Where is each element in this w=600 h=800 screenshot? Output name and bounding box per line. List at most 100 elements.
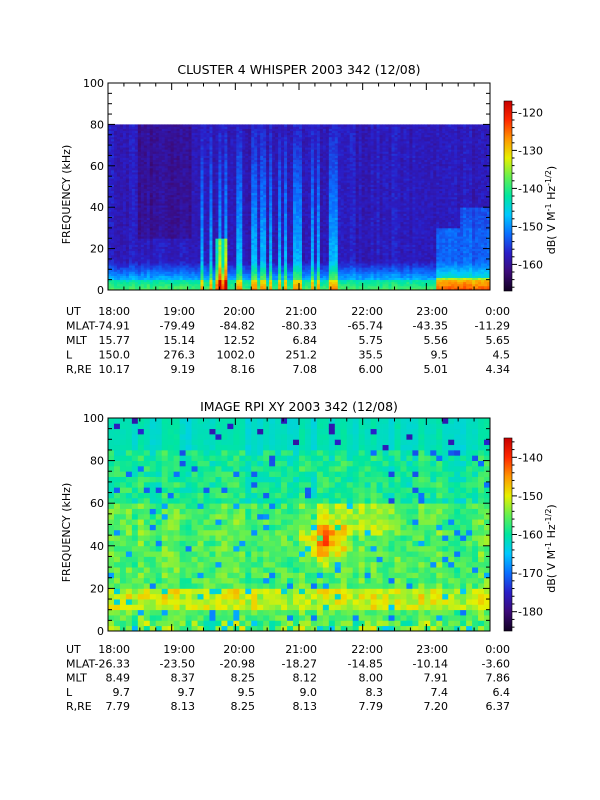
spectrogram-cell bbox=[203, 172, 207, 175]
spectrogram-cell bbox=[134, 147, 139, 150]
spectrogram-cell bbox=[281, 143, 285, 146]
spectrogram-cell bbox=[200, 217, 204, 221]
spectrogram-cell bbox=[200, 234, 204, 237]
spectrogram-cell bbox=[161, 209, 166, 212]
spectrogram-cell bbox=[209, 250, 213, 254]
spectrogram-cell bbox=[269, 172, 273, 175]
spectrogram-cell bbox=[191, 285, 195, 289]
spectrogram-cell bbox=[227, 203, 231, 206]
spectrogram-cell bbox=[113, 157, 118, 160]
spectrogram-cell bbox=[275, 157, 279, 160]
spectrogram-cell bbox=[197, 273, 201, 276]
spectrogram-cell bbox=[206, 132, 210, 136]
spectrogram-cell bbox=[200, 215, 204, 218]
spectrogram-cell bbox=[122, 244, 127, 247]
spectrogram-cell bbox=[278, 229, 282, 233]
spectrogram-cell bbox=[215, 188, 219, 192]
spectrogram-cell bbox=[215, 263, 219, 266]
spectrogram-cell bbox=[173, 126, 178, 129]
spectrogram-cell bbox=[119, 138, 124, 142]
spectrogram-cell bbox=[194, 130, 198, 134]
spectrogram-cell bbox=[251, 207, 255, 210]
spectrogram-cell bbox=[116, 234, 121, 237]
spectrogram-cell bbox=[155, 277, 160, 281]
spectrogram-cell bbox=[242, 159, 246, 163]
spectrogram-cell bbox=[173, 256, 178, 260]
spectrogram-cell bbox=[116, 124, 121, 127]
spectrogram-cell bbox=[200, 283, 204, 287]
spectrogram-cell bbox=[266, 140, 270, 144]
spectrogram-cell bbox=[152, 219, 157, 223]
spectrogram-cell bbox=[185, 277, 189, 281]
spectrogram-cell bbox=[122, 151, 127, 154]
spectrogram-cell bbox=[287, 279, 291, 283]
spectrogram-cell bbox=[227, 211, 231, 214]
spectrogram-cell bbox=[152, 229, 157, 233]
spectrogram-cell bbox=[182, 132, 186, 136]
spectrogram-cell bbox=[266, 281, 270, 285]
spectrogram-cell bbox=[242, 128, 246, 132]
spectrogram-cell bbox=[212, 159, 216, 163]
spectrogram-cell bbox=[200, 128, 204, 132]
spectrogram-cell bbox=[149, 285, 154, 289]
spectrogram-cell bbox=[278, 186, 282, 189]
spectrogram-cell bbox=[281, 157, 285, 160]
spectrogram-cell bbox=[236, 279, 240, 283]
spectrogram-cell bbox=[233, 165, 237, 169]
spectrogram-cell bbox=[275, 126, 279, 129]
spectrogram-cell bbox=[167, 246, 172, 249]
spectrogram-cell bbox=[209, 277, 213, 281]
spectrogram-cell bbox=[275, 138, 279, 142]
spectrogram-cell bbox=[284, 263, 288, 266]
spectrogram-cell bbox=[242, 203, 246, 206]
spectrogram-cell bbox=[197, 250, 201, 254]
spectrogram-cell bbox=[113, 126, 118, 129]
spectrogram-cell bbox=[143, 281, 148, 285]
spectrogram-cell bbox=[110, 254, 115, 258]
spectrogram-cell bbox=[176, 147, 181, 150]
spectrogram-cell bbox=[188, 267, 192, 270]
spectrogram-cell bbox=[158, 178, 163, 181]
spectrogram-cell bbox=[257, 138, 261, 142]
spectrogram-cell bbox=[155, 265, 160, 268]
spectrogram-cell bbox=[152, 252, 157, 256]
spectrogram-cell bbox=[263, 207, 267, 210]
spectrogram-cell bbox=[230, 178, 234, 181]
spectrogram-cell bbox=[167, 194, 172, 198]
spectrogram-cell bbox=[236, 186, 240, 189]
spectrogram-cell bbox=[230, 211, 234, 214]
spectrogram-cell bbox=[113, 250, 118, 254]
spectrogram-cell bbox=[230, 252, 234, 256]
spectrogram-cell bbox=[161, 256, 166, 260]
spectrogram-cell bbox=[140, 190, 145, 194]
spectrogram-cell bbox=[128, 178, 133, 181]
spectrogram-cell bbox=[248, 200, 252, 204]
spectrogram-cell bbox=[251, 252, 255, 256]
spectrogram-cell bbox=[140, 153, 145, 156]
spectrogram-cell bbox=[161, 184, 166, 187]
spectrogram-cell bbox=[146, 147, 151, 150]
spectrogram-cell bbox=[251, 258, 255, 262]
spectrogram-cell bbox=[113, 275, 118, 278]
spectrogram-cell bbox=[230, 165, 234, 169]
spectrogram-cell bbox=[278, 281, 282, 285]
spectrogram-cell bbox=[287, 223, 291, 227]
spectrogram-cell bbox=[239, 275, 243, 278]
spectrogram-cell bbox=[233, 236, 237, 239]
spectrogram-cell bbox=[149, 203, 154, 206]
spectrogram-cell bbox=[137, 279, 142, 283]
spectrogram-cell bbox=[239, 182, 243, 185]
spectrogram-cell bbox=[134, 213, 139, 216]
spectrogram-cell bbox=[143, 178, 148, 181]
spectrogram-cell bbox=[212, 198, 216, 202]
spectrogram-cell bbox=[227, 161, 231, 165]
spectrogram-cell bbox=[290, 200, 294, 204]
spectrogram-cell bbox=[191, 252, 195, 256]
spectrogram-cell bbox=[263, 174, 267, 177]
spectrogram-cell bbox=[194, 203, 198, 206]
spectrogram-cell bbox=[110, 271, 115, 274]
spectrogram-cell bbox=[185, 238, 189, 241]
spectrogram-cell bbox=[218, 167, 222, 171]
spectrogram-cell bbox=[281, 234, 285, 237]
spectrogram-cell bbox=[239, 174, 243, 177]
